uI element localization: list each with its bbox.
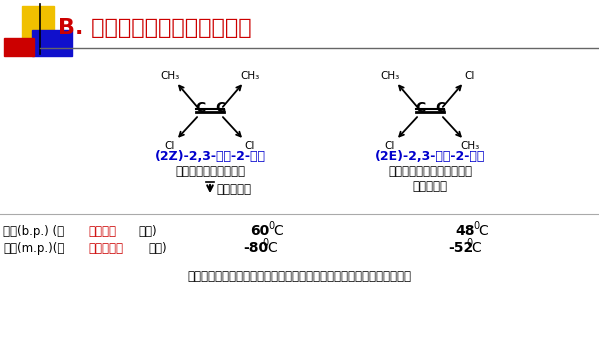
Text: Cl: Cl bbox=[165, 141, 175, 151]
Text: Cl: Cl bbox=[385, 141, 395, 151]
Text: 48: 48 bbox=[455, 224, 474, 238]
Text: CH₃: CH₃ bbox=[240, 71, 259, 81]
Text: C: C bbox=[195, 101, 205, 115]
Text: 熔点(m.p.)(与: 熔点(m.p.)(与 bbox=[3, 241, 64, 255]
Text: 0: 0 bbox=[466, 238, 472, 248]
Text: 极性大分子间作用力强，沸点升高；对称性好，分子晶格能高，熔点高。: 极性大分子间作用力强，沸点升高；对称性好，分子晶格能高，熔点高。 bbox=[187, 269, 411, 282]
Bar bbox=[4, 38, 34, 56]
Text: 非极性分子，含有对称中心: 非极性分子，含有对称中心 bbox=[388, 164, 472, 178]
Text: (2Z)-2,3-二氯-2-丁烯: (2Z)-2,3-二氯-2-丁烯 bbox=[155, 150, 265, 162]
Text: -80: -80 bbox=[243, 241, 268, 255]
Text: C: C bbox=[435, 101, 445, 115]
Text: C: C bbox=[478, 224, 488, 238]
Text: 偶极矩方向: 偶极矩方向 bbox=[216, 183, 251, 195]
Text: -52: -52 bbox=[448, 241, 473, 255]
Text: 0: 0 bbox=[262, 238, 268, 248]
Text: Cl: Cl bbox=[465, 71, 475, 81]
Text: CH₃: CH₃ bbox=[461, 141, 480, 151]
Text: C: C bbox=[267, 241, 277, 255]
Bar bbox=[22, 6, 54, 44]
Text: (2E)-2,3-二氯-2-丁烯: (2E)-2,3-二氯-2-丁烯 bbox=[375, 150, 485, 162]
Text: 分子极性: 分子极性 bbox=[88, 225, 116, 237]
Text: 分子对称性: 分子对称性 bbox=[88, 241, 123, 255]
Text: CH₃: CH₃ bbox=[161, 71, 180, 81]
Text: 有关): 有关) bbox=[138, 225, 156, 237]
Text: 有关): 有关) bbox=[148, 241, 167, 255]
Text: 沸点(b.p.) (与: 沸点(b.p.) (与 bbox=[3, 225, 64, 237]
Text: C: C bbox=[415, 101, 425, 115]
Text: 偶极矩为零: 偶极矩为零 bbox=[413, 180, 447, 193]
Text: 60: 60 bbox=[250, 224, 269, 238]
Text: C: C bbox=[215, 101, 225, 115]
Text: C: C bbox=[273, 224, 283, 238]
Bar bbox=[32, 30, 72, 56]
Text: B. 顺反异构对物理性质的影响: B. 顺反异构对物理性质的影响 bbox=[58, 18, 252, 38]
Text: C: C bbox=[471, 241, 481, 255]
Text: Cl: Cl bbox=[245, 141, 255, 151]
Text: CH₃: CH₃ bbox=[380, 71, 400, 81]
Text: 0: 0 bbox=[473, 221, 479, 231]
Text: 0: 0 bbox=[268, 221, 274, 231]
Text: 极性分子，含有对称面: 极性分子，含有对称面 bbox=[175, 164, 245, 178]
